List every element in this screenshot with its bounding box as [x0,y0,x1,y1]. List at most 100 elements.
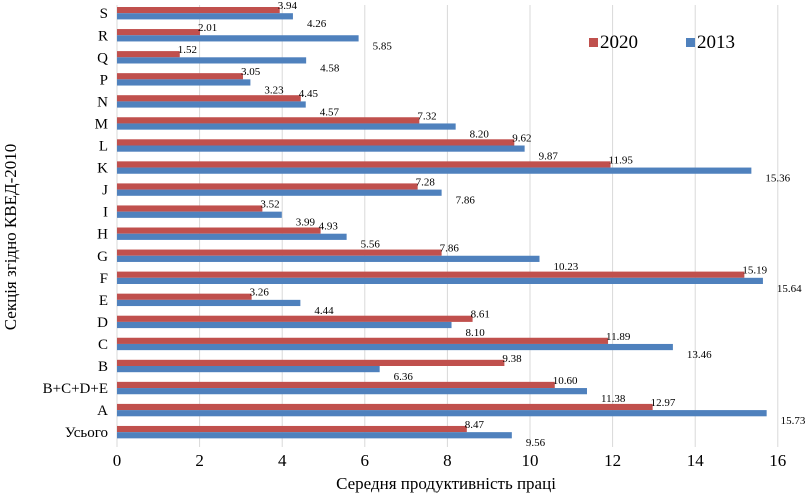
data-label-2013: 15.36 [765,173,790,185]
bar-2013 [117,13,293,20]
data-label-2020: 2.01 [198,22,217,34]
category-label: M [95,116,108,132]
bar-2013 [117,233,347,240]
bars [117,7,767,439]
category-label: G [97,249,108,265]
category-label: I [103,205,108,221]
x-axis-title: Середня продуктивність праці [336,474,556,493]
category-label: D [97,315,108,331]
bar-2020 [117,403,653,411]
data-label-2020: 15.19 [742,265,767,277]
bar-2013 [117,189,442,196]
legend-label-2020: 2020 [600,32,638,53]
bar-2020 [117,95,301,102]
data-label-2020: 9.62 [512,132,531,144]
data-label-2020: 3.26 [250,287,270,299]
bar-2020 [117,381,555,389]
category-label: P [100,72,108,88]
data-label-2013: 3.23 [264,84,284,96]
x-tick-label: 12 [604,451,621,470]
bar-2013 [117,277,763,284]
x-tick-label: 4 [278,451,287,470]
category-label: H [97,227,108,243]
category-label: B+C+D+E [43,381,108,397]
bar-2013 [117,35,359,42]
category-label: Q [97,50,108,66]
data-label-2013: 9.87 [539,151,559,163]
bar-2020 [117,337,609,344]
bar-2020 [117,117,420,124]
bar-2013 [117,432,512,439]
data-label-2020: 8.47 [465,419,485,431]
bar-2020 [117,7,280,14]
bar-2020 [117,227,321,234]
data-label-2013: 11.38 [601,393,626,405]
legend-label-2013: 2013 [697,32,735,53]
x-tick-label: 8 [443,451,452,470]
data-label-2020: 12.97 [651,397,676,409]
bar-2013 [117,255,540,262]
data-label-2020: 3.52 [260,198,279,210]
legend-swatch-2013 [686,38,695,47]
data-label-2020: 8.61 [471,309,490,321]
legend: 2020 2013 [589,32,735,53]
data-label-2013: 10.23 [553,261,578,273]
category-label: S [100,6,108,22]
data-label-2013: 13.46 [687,349,712,361]
legend-swatch-2020 [589,38,598,47]
data-label-2020: 7.32 [417,110,436,122]
data-label-2020: 10.60 [553,375,578,387]
bar-2013 [117,79,251,86]
data-label-2020: 1.52 [178,44,197,56]
data-label-2020: 11.95 [609,154,634,166]
value-labels: 3.94 4.26 2.01 5.85 1.52 4.58 3.053.23 4.454.57… [178,0,806,449]
bar-2013 [117,321,452,329]
bar-2020 [117,293,252,300]
bar-2013 [117,299,301,307]
bar-2013 [117,410,767,417]
category-label: B [98,359,108,375]
data-label-2013: 7.86 [456,195,476,207]
category-label: Усього [65,425,108,441]
x-tick-label: 14 [687,451,705,470]
bar-2013 [117,211,282,218]
bar-2020 [117,51,180,58]
data-label-2020: 7.86 [440,243,460,255]
data-label-2013: 15.64 [777,283,802,295]
category-label: J [102,183,108,199]
bar-2020 [117,161,611,168]
bar-2020 [117,183,418,190]
data-label-2013: 5.56 [361,239,381,251]
bar-2020 [117,359,505,366]
gridlines [116,5,779,447]
data-label-2020: 4.45 [299,88,319,100]
category-label: N [97,94,108,110]
data-label-2020: 7.28 [416,176,436,188]
bar-2013 [117,366,380,373]
data-label-2013: 5.85 [373,40,393,52]
data-label-2013: 4.58 [320,62,340,74]
bar-2013 [117,343,673,351]
bar-2020 [117,425,467,433]
data-label-2020: 3.94 [278,0,298,12]
data-label-2013: 3.99 [296,217,316,229]
bar-2020 [117,205,263,212]
data-label-2013: 8.10 [466,327,486,339]
y-axis-title: Секція згідно КВЕД-2010 [1,144,20,330]
category-label: L [99,139,108,155]
bar-2020 [117,139,515,146]
x-tick-labels: 0 2 4 6 8 10 12 14 16 [113,451,787,470]
bar-2013 [117,57,307,64]
data-label-2013: 15.73 [781,415,806,427]
bar-2013 [117,388,587,395]
x-tick-label: 6 [361,451,370,470]
bar-2020 [117,73,243,80]
category-label: K [97,161,108,177]
x-tick-label: 10 [522,451,539,470]
bar-2013 [117,123,456,130]
bar-2020 [117,29,201,36]
data-label-2013: 9.56 [526,437,546,449]
